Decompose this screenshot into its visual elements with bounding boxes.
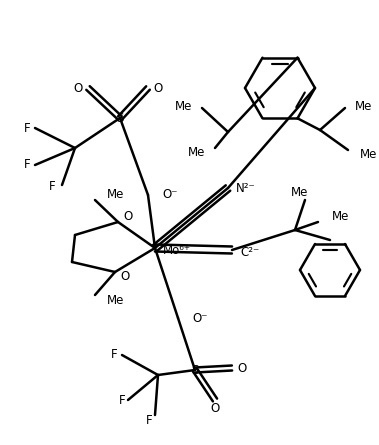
Text: O: O	[121, 271, 130, 283]
Text: O: O	[74, 81, 83, 94]
Text: S: S	[191, 364, 199, 376]
Text: Me: Me	[291, 186, 309, 198]
Text: S: S	[116, 112, 124, 125]
Text: F: F	[23, 121, 30, 134]
Text: O: O	[153, 81, 163, 94]
Text: O⁻: O⁻	[162, 189, 177, 202]
Text: O: O	[210, 401, 219, 414]
Text: Me: Me	[188, 146, 205, 159]
Text: Me: Me	[175, 100, 192, 113]
Text: Me: Me	[360, 149, 377, 162]
Text: F: F	[146, 414, 152, 428]
Text: O: O	[237, 361, 247, 375]
Text: F: F	[119, 393, 125, 406]
Text: F: F	[49, 181, 55, 194]
Text: N²⁻: N²⁻	[236, 182, 256, 194]
Text: Me: Me	[332, 210, 349, 223]
Text: Mo⁶⁺: Mo⁶⁺	[163, 243, 191, 256]
Text: F: F	[23, 158, 30, 171]
Text: Me: Me	[107, 189, 124, 202]
Text: O⁻: O⁻	[192, 312, 207, 324]
Text: F: F	[111, 348, 117, 361]
Text: Me: Me	[107, 294, 124, 307]
Text: C²⁻: C²⁻	[240, 246, 259, 259]
Text: O: O	[124, 210, 133, 223]
Text: Me: Me	[355, 100, 373, 113]
